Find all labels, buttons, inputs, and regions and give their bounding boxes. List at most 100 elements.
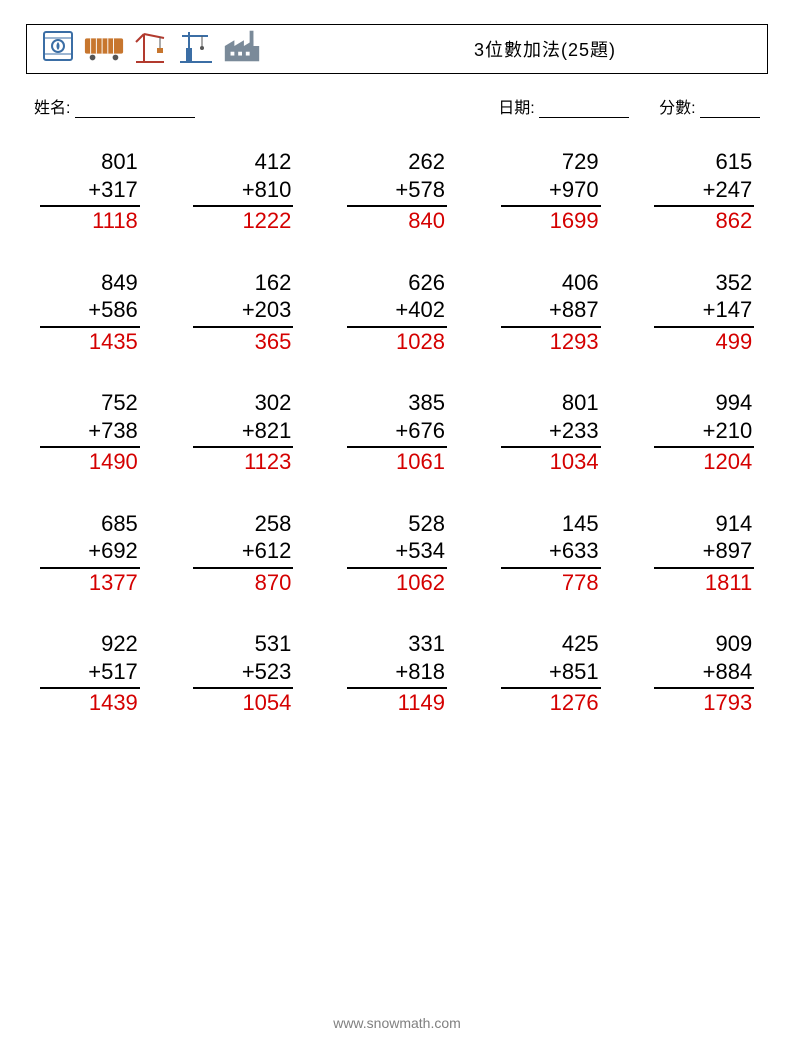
problem: 994+2101204	[654, 389, 754, 476]
operand-a: 685	[40, 510, 140, 538]
operand-a: 752	[40, 389, 140, 417]
problem: 626+4021028	[347, 269, 447, 356]
answer: 1062	[347, 569, 447, 597]
problem: 909+8841793	[654, 630, 754, 717]
operand-b: +676	[347, 417, 447, 449]
problem: 752+7381490	[40, 389, 140, 476]
factory-icon	[221, 28, 263, 69]
answer: 840	[347, 207, 447, 235]
operand-b: +897	[654, 537, 754, 569]
answer: 1811	[654, 569, 754, 597]
operand-b: +887	[501, 296, 601, 328]
operand-a: 801	[501, 389, 601, 417]
problem: 385+6761061	[347, 389, 447, 476]
answer: 1061	[347, 448, 447, 476]
problem: 914+8971811	[654, 510, 754, 597]
operand-a: 262	[347, 148, 447, 176]
operand-b: +203	[193, 296, 293, 328]
answer: 1276	[501, 689, 601, 717]
operand-a: 849	[40, 269, 140, 297]
operand-a: 801	[40, 148, 140, 176]
date-label: 日期:	[498, 100, 534, 117]
problem: 729+9701699	[501, 148, 601, 235]
operand-b: +738	[40, 417, 140, 449]
operand-b: +578	[347, 176, 447, 208]
answer: 1204	[654, 448, 754, 476]
operand-a: 922	[40, 630, 140, 658]
problem: 801+3171118	[40, 148, 140, 235]
info-row: 姓名: 日期: 分數:	[26, 94, 768, 118]
operand-b: +810	[193, 176, 293, 208]
operand-a: 302	[193, 389, 293, 417]
answer: 1034	[501, 448, 601, 476]
problem: 922+5171439	[40, 630, 140, 717]
worksheet-page: 3位數加法(25題) 姓名: 日期: 分數: 801+3171118412+81…	[0, 0, 794, 1053]
operand-b: +692	[40, 537, 140, 569]
operand-a: 729	[501, 148, 601, 176]
operand-a: 331	[347, 630, 447, 658]
answer: 1118	[40, 207, 140, 235]
operand-b: +317	[40, 176, 140, 208]
name-field: 姓名:	[34, 94, 498, 118]
answer: 1054	[193, 689, 293, 717]
operand-b: +970	[501, 176, 601, 208]
answer: 862	[654, 207, 754, 235]
operand-a: 914	[654, 510, 754, 538]
operand-a: 615	[654, 148, 754, 176]
operand-b: +402	[347, 296, 447, 328]
problem: 849+5861435	[40, 269, 140, 356]
date-blank[interactable]	[539, 99, 629, 118]
answer: 1435	[40, 328, 140, 356]
operand-a: 258	[193, 510, 293, 538]
title-box: 3位數加法(25題)	[26, 24, 768, 74]
problem: 352+147499	[654, 269, 754, 356]
problem: 302+8211123	[193, 389, 293, 476]
logo-strip	[37, 29, 263, 69]
problem: 801+2331034	[501, 389, 601, 476]
railcar-icon	[83, 28, 125, 69]
operand-a: 385	[347, 389, 447, 417]
score-blank[interactable]	[700, 99, 760, 118]
problem: 412+8101222	[193, 148, 293, 235]
answer: 365	[193, 328, 293, 356]
operand-a: 145	[501, 510, 601, 538]
operand-a: 528	[347, 510, 447, 538]
problem: 331+8181149	[347, 630, 447, 717]
footer-url: www.snowmath.com	[0, 1015, 794, 1031]
name-blank[interactable]	[75, 99, 195, 118]
score-label: 分數:	[659, 100, 695, 117]
problem: 531+5231054	[193, 630, 293, 717]
problem: 528+5341062	[347, 510, 447, 597]
operand-b: +821	[193, 417, 293, 449]
date-field: 日期:	[498, 94, 629, 118]
operand-a: 909	[654, 630, 754, 658]
answer: 1028	[347, 328, 447, 356]
problem: 406+8871293	[501, 269, 601, 356]
problem: 145+633778	[501, 510, 601, 597]
problem: 162+203365	[193, 269, 293, 356]
operand-a: 531	[193, 630, 293, 658]
dock-crane-icon	[175, 28, 217, 69]
answer: 1222	[193, 207, 293, 235]
operand-b: +818	[347, 658, 447, 690]
operand-b: +851	[501, 658, 601, 690]
barrel-icon	[37, 28, 79, 69]
answer: 499	[654, 328, 754, 356]
answer: 870	[193, 569, 293, 597]
problem: 425+8511276	[501, 630, 601, 717]
operand-a: 425	[501, 630, 601, 658]
problem: 262+578840	[347, 148, 447, 235]
operand-b: +633	[501, 537, 601, 569]
operand-a: 412	[193, 148, 293, 176]
problem: 615+247862	[654, 148, 754, 235]
answer: 1439	[40, 689, 140, 717]
answer: 1149	[347, 689, 447, 717]
answer: 1293	[501, 328, 601, 356]
name-label: 姓名:	[34, 100, 70, 117]
answer: 778	[501, 569, 601, 597]
operand-b: +612	[193, 537, 293, 569]
operand-a: 994	[654, 389, 754, 417]
operand-b: +247	[654, 176, 754, 208]
operand-b: +517	[40, 658, 140, 690]
operand-b: +586	[40, 296, 140, 328]
